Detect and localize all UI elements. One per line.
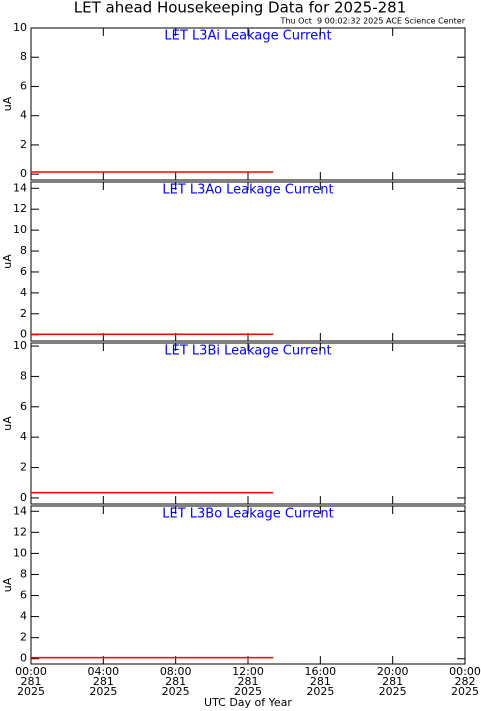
x-tick-day: 281 — [382, 675, 403, 688]
y-tick-label: 2 — [20, 631, 27, 644]
y-tick-label: 0 — [20, 167, 27, 180]
y-tick-label: 4 — [20, 109, 27, 122]
x-tick-label: 12:00 — [232, 665, 264, 678]
y-tick-label: 12 — [13, 202, 27, 215]
y-tick-label: 0 — [20, 491, 27, 504]
plot-frame — [30, 27, 466, 181]
y-tick-label: 6 — [20, 400, 27, 413]
x-tick-label: 20:00 — [377, 665, 409, 678]
y-tick-label: 6 — [20, 79, 27, 92]
x-tick-year: 2025 — [89, 685, 117, 698]
x-tick-label: 08:00 — [160, 665, 192, 678]
y-tick-label: 6 — [20, 265, 27, 278]
x-tick-year: 2025 — [234, 685, 262, 698]
y-tick-label: 6 — [20, 589, 27, 602]
y-tick-label: 0 — [20, 652, 27, 665]
y-tick-label: 10 — [13, 339, 27, 352]
y-tick-label: 4 — [20, 430, 27, 443]
x-tick-label: 16:00 — [304, 665, 336, 678]
x-tick-year: 2025 — [17, 685, 45, 698]
x-tick-label: 00:00 — [449, 665, 481, 678]
x-tick-day: 281 — [165, 675, 186, 688]
y-axis-label: uA — [1, 96, 14, 111]
y-tick-label: 4 — [20, 286, 27, 299]
y-axis-label: uA — [1, 254, 14, 269]
y-tick-label: 2 — [20, 461, 27, 474]
y-tick-label: 10 — [13, 223, 27, 236]
plot-frame — [30, 505, 466, 665]
y-tick-label: 14 — [13, 181, 27, 194]
timestamp: Thu Oct 9 00:02:32 2025 ACE Science Cent… — [280, 17, 466, 26]
y-tick-label: 0 — [20, 328, 27, 341]
x-tick-day: 282 — [455, 675, 476, 688]
x-tick-day: 281 — [238, 675, 259, 688]
x-axis-label: UTC Day of Year — [204, 696, 292, 709]
y-tick-label: 8 — [20, 369, 27, 382]
y-tick-label: 8 — [20, 244, 27, 257]
y-tick-label: 10 — [13, 21, 27, 34]
x-tick-day: 281 — [21, 675, 42, 688]
x-tick-day: 281 — [310, 675, 331, 688]
x-tick-day: 281 — [93, 675, 114, 688]
y-tick-label: 10 — [13, 546, 27, 559]
x-tick-label: 04:00 — [87, 665, 119, 678]
y-axis-label: uA — [1, 416, 14, 431]
y-tick-label: 8 — [20, 50, 27, 63]
x-tick-label: 00:00 — [15, 665, 47, 678]
y-tick-label: 8 — [20, 567, 27, 580]
y-tick-label: 2 — [20, 138, 27, 151]
x-tick-year: 2025 — [162, 685, 190, 698]
plot-frame — [30, 342, 466, 505]
x-tick-year: 2025 — [379, 685, 407, 698]
y-tick-label: 14 — [13, 504, 27, 517]
y-axis-label: uA — [1, 577, 14, 592]
x-tick-year: 2025 — [451, 685, 479, 698]
plot-frame — [30, 181, 466, 342]
x-tick-year: 2025 — [306, 685, 334, 698]
y-tick-label: 2 — [20, 307, 27, 320]
page-title: LET ahead Housekeeping Data for 2025-281 — [74, 0, 406, 17]
y-tick-label: 4 — [20, 610, 27, 623]
y-tick-label: 12 — [13, 525, 27, 538]
